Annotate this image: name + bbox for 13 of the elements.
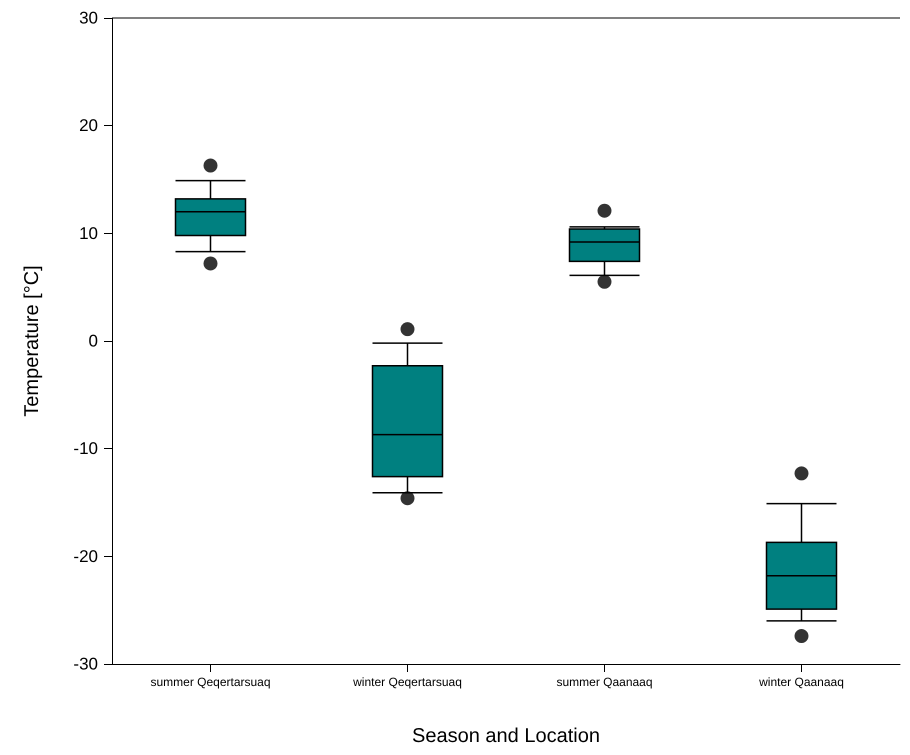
x-tick-label: summer Qaanaaq	[556, 675, 653, 689]
x-tick-label: winter Qeqertarsuaq	[352, 675, 462, 689]
x-tick-label: summer Qeqertarsuaq	[150, 675, 271, 689]
y-axis-title: Temperature [°C]	[21, 265, 43, 417]
y-tick-label: -20	[73, 546, 98, 566]
y-tick-label: 30	[79, 8, 98, 28]
y-tick-label: 0	[88, 332, 98, 350]
y-tick-label: -30	[73, 654, 98, 674]
x-axis-title: Season and Location	[412, 725, 600, 747]
y-tick-label: 10	[79, 224, 98, 243]
y-tick-label: -10	[73, 439, 98, 458]
y-tick-label: 20	[79, 116, 98, 136]
x-tick-label: winter Qaanaaq	[758, 675, 844, 689]
